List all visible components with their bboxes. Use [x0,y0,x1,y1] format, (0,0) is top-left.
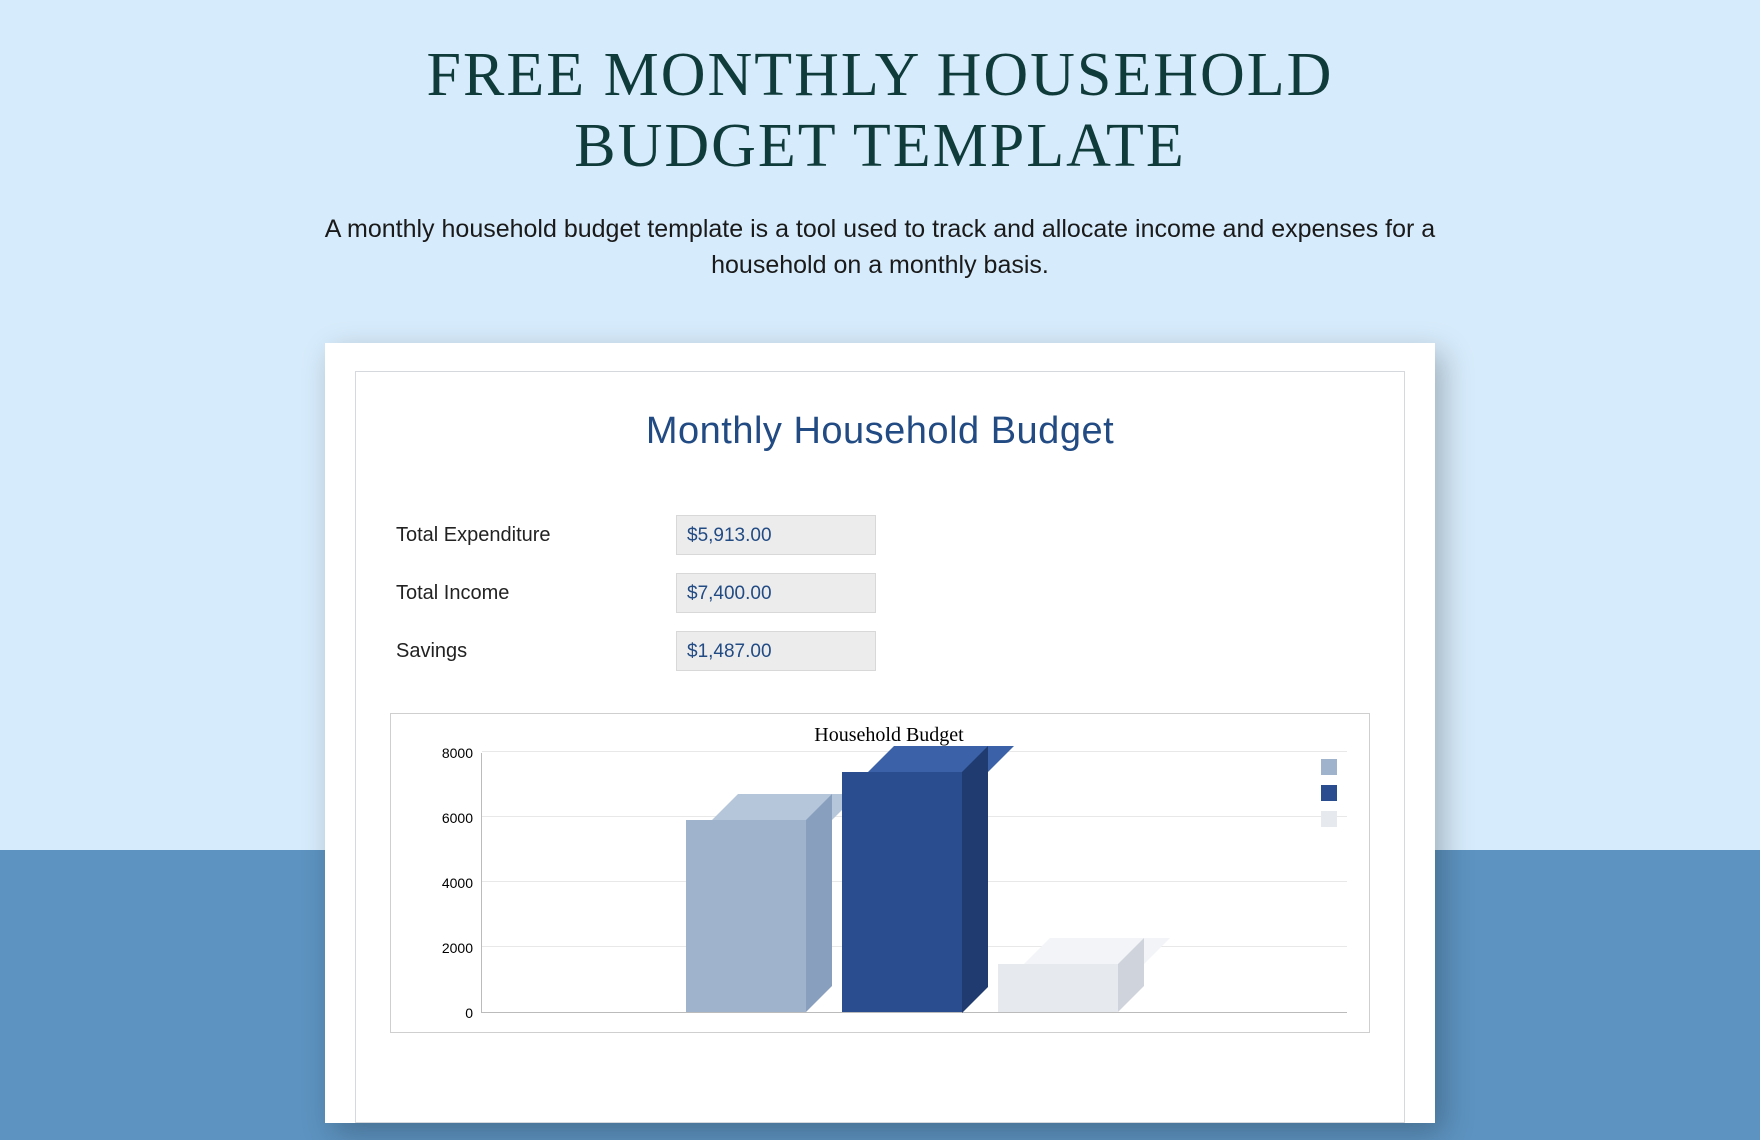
page-title-line1: FREE MONTHLY HOUSEHOLD [427,41,1334,109]
chart-y-tick: 6000 [442,810,473,826]
summary-value: $1,487.00 [676,631,876,671]
chart-y-axis: 02000400060008000 [431,753,481,1013]
chart-bar [686,794,832,1012]
summary-row: Total Expenditure $5,913.00 [396,513,1370,557]
page-title-line2: BUDGET TEMPLATE [574,112,1186,180]
chart-y-tick: 8000 [442,745,473,761]
page-title: FREE MONTHLY HOUSEHOLD BUDGET TEMPLATE [280,40,1480,183]
chart-y-tick: 0 [465,1005,473,1021]
summary-row: Total Income $7,400.00 [396,571,1370,615]
legend-swatch [1321,811,1337,827]
chart-title: Household Budget [431,724,1347,747]
legend-swatch [1321,785,1337,801]
chart-bars [482,753,1347,1012]
document-inner: Monthly Household Budget Total Expenditu… [355,371,1405,1123]
chart-body: 02000400060008000 [431,753,1347,1013]
summary-table: Total Expenditure $5,913.00 Total Income… [396,513,1370,673]
summary-label: Total Income [396,582,676,605]
summary-label: Total Expenditure [396,524,676,547]
summary-value: $5,913.00 [676,515,876,555]
chart-y-tick: 4000 [442,875,473,891]
summary-value: $7,400.00 [676,573,876,613]
chart-plot-area [481,753,1347,1013]
chart-bar [842,746,988,1013]
chart-container: Household Budget 0 2000 4000 6000 8000 [390,713,1370,1033]
document-title: Monthly Household Budget [390,410,1370,453]
document-preview: Monthly Household Budget Total Expenditu… [325,343,1435,1123]
summary-label: Savings [396,640,676,663]
summary-row: Savings $1,487.00 [396,629,1370,673]
hero-section: FREE MONTHLY HOUSEHOLD BUDGET TEMPLATE A… [0,0,1760,283]
chart-legend [1321,759,1337,827]
page-subtitle: A monthly household budget template is a… [290,211,1470,284]
chart-bar [998,938,1144,1012]
legend-swatch [1321,759,1337,775]
chart-y-tick: 2000 [442,940,473,956]
